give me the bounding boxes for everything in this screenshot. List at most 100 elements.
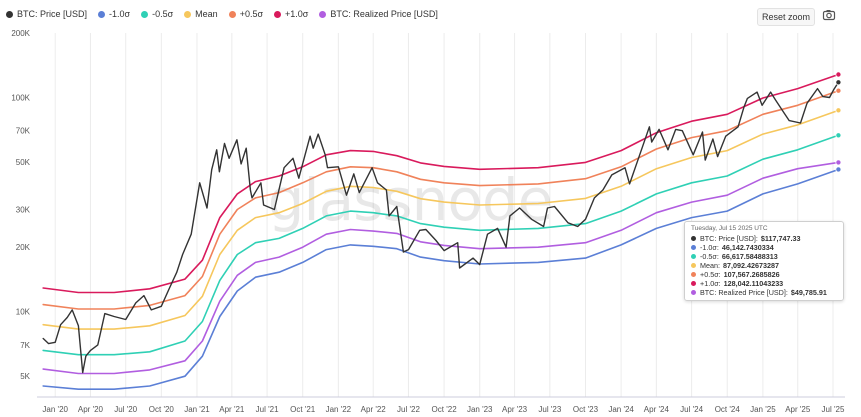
legend-item[interactable]: -1.0σ (98, 9, 130, 19)
x-tick-label: Oct '20 (149, 405, 175, 414)
price-line (42, 81, 840, 374)
tooltip-row: -1.0σ: 46,142.7430334 (691, 243, 837, 252)
x-tick-label: Apr '21 (219, 405, 245, 414)
tooltip-row: BTC: Realized Price [USD]: $49,785.91 (691, 288, 837, 297)
series-end-marker (835, 107, 842, 114)
band-line (42, 161, 840, 375)
x-tick-label: Jul '23 (538, 405, 561, 414)
y-axis: 5K 7K 10K 20K 30K 50K 70K 100K 200K (11, 29, 30, 381)
legend-dot-icon (98, 10, 106, 18)
tooltip-rows: BTC: Price [USD]: $117,747.33 -1.0σ: 46,142… (691, 234, 837, 297)
x-tick-label: Jan '20 (42, 405, 68, 414)
tooltip-label: -0.5σ: (700, 252, 719, 261)
legend-item[interactable]: -0.5σ (141, 9, 173, 19)
x-tick-label: Jul '24 (680, 405, 703, 414)
x-tick-label: Jul '20 (114, 405, 137, 414)
tooltip-label: BTC: Price [USD]: (700, 234, 758, 243)
tooltip-dot-icon (691, 281, 696, 286)
camera-icon[interactable] (822, 8, 836, 22)
y-tick-label: 5K (20, 372, 30, 381)
series-end-marker (835, 159, 842, 166)
legend-dot-icon (274, 10, 282, 18)
band-line (42, 134, 840, 356)
legend-label: BTC: Price [USD] (17, 9, 88, 19)
x-tick-label: Apr '22 (361, 405, 387, 414)
x-tick-label: Jul '22 (397, 405, 420, 414)
price-series (42, 81, 840, 374)
legend-label: -0.5σ (152, 9, 174, 19)
tooltip-row: +1.0σ: 128,042.11043233 (691, 279, 837, 288)
band-line (42, 89, 840, 310)
x-tick-label: Oct '24 (715, 405, 741, 414)
tooltip-row: BTC: Price [USD]: $117,747.33 (691, 234, 837, 243)
x-tick-label: Apr '20 (78, 405, 104, 414)
x-tick-label: Jan '21 (184, 405, 210, 414)
legend-item[interactable]: +0.5σ (228, 9, 264, 19)
legend-label: BTC: Realized Price [USD] (330, 9, 438, 19)
legend-dot-icon (6, 10, 13, 18)
legend-dot-icon (319, 10, 327, 18)
legend-item[interactable]: BTC: Realized Price [USD] (319, 9, 438, 19)
tooltip-label: -1.0σ: (700, 243, 719, 252)
tooltip-dot-icon (691, 263, 696, 268)
legend-item[interactable]: BTC: Price [USD] (6, 9, 87, 19)
y-tick-label: 7K (20, 341, 30, 350)
end-markers (835, 71, 842, 173)
legend-dot-icon (228, 10, 236, 18)
y-tick-label: 100K (11, 93, 30, 102)
legend-label: +1.0σ (285, 9, 309, 19)
tooltip-value: 87,092.42673287 (722, 261, 779, 270)
legend-item[interactable]: Mean (184, 9, 218, 19)
tooltip-label: +1.0σ: (700, 279, 721, 288)
series-end-marker (835, 132, 842, 139)
chart-legend: BTC: Price [USD] -1.0σ -0.5σ Mean +0.5σ +1.0σ… (6, 7, 449, 21)
tooltip-dot-icon (691, 236, 696, 241)
tooltip-row: Mean: 87,092.42673287 (691, 261, 837, 270)
legend-item[interactable]: +1.0σ (274, 9, 308, 19)
tooltip-dot-icon (691, 254, 696, 259)
x-tick-label: Jan '24 (608, 405, 634, 414)
y-tick-label: 20K (16, 243, 31, 252)
bands (42, 73, 840, 390)
tooltip-dot-icon (691, 290, 696, 295)
tooltip-dot-icon (691, 245, 696, 250)
y-tick-label: 200K (11, 29, 30, 38)
tooltip-label: BTC: Realized Price [USD]: (700, 288, 788, 297)
tooltip-value: 128,042.11043233 (723, 279, 784, 288)
legend-dot-icon (141, 10, 149, 18)
legend-label: +0.5σ (239, 9, 264, 19)
hover-tooltip: Tuesday, Jul 15 2025 UTC BTC: Price [USD… (684, 221, 844, 301)
tooltip-value: 46,142.7430334 (721, 243, 774, 252)
series-end-marker (835, 79, 842, 86)
tooltip-dot-icon (691, 272, 696, 277)
series-end-marker (835, 87, 842, 94)
band-line (42, 168, 840, 390)
reset-zoom-button[interactable]: Reset zoom (757, 8, 815, 26)
x-tick-label: Oct '22 (432, 405, 458, 414)
legend-label: Mean (195, 9, 218, 19)
tooltip-value: 66,617.58488313 (721, 252, 778, 261)
band-line (42, 109, 840, 330)
tooltip-row: +0.5σ: 107,567.2685826 (691, 270, 837, 279)
tooltip-row: -0.5σ: 66,617.58488313 (691, 252, 837, 261)
tooltip-date: Tuesday, Jul 15 2025 UTC (691, 225, 768, 232)
legend-label: -1.0σ (109, 9, 131, 19)
tooltip-value: 107,567.2685826 (723, 270, 780, 279)
x-axis: Jan '20 Apr '20 Jul '20 Oct '20 Jan '21 Apr '… (37, 396, 845, 414)
tooltip-label: Mean: (700, 261, 720, 270)
tooltip-value: $117,747.33 (760, 234, 801, 243)
y-tick-label: 30K (16, 206, 31, 215)
y-tick-label: 10K (16, 308, 31, 317)
legend-dot-icon (184, 10, 192, 18)
x-tick-label: Jan '25 (750, 405, 776, 414)
x-tick-label: Jan '23 (467, 405, 493, 414)
x-tick-label: Apr '24 (644, 405, 670, 414)
y-tick-label: 50K (16, 158, 31, 167)
x-tick-label: Jul '25 (822, 405, 845, 414)
x-tick-label: Oct '23 (573, 405, 599, 414)
x-tick-label: Jul '21 (256, 405, 279, 414)
series-end-marker (835, 166, 842, 173)
x-tick-label: Jan '22 (326, 405, 352, 414)
x-tick-label: Apr '25 (785, 405, 811, 414)
